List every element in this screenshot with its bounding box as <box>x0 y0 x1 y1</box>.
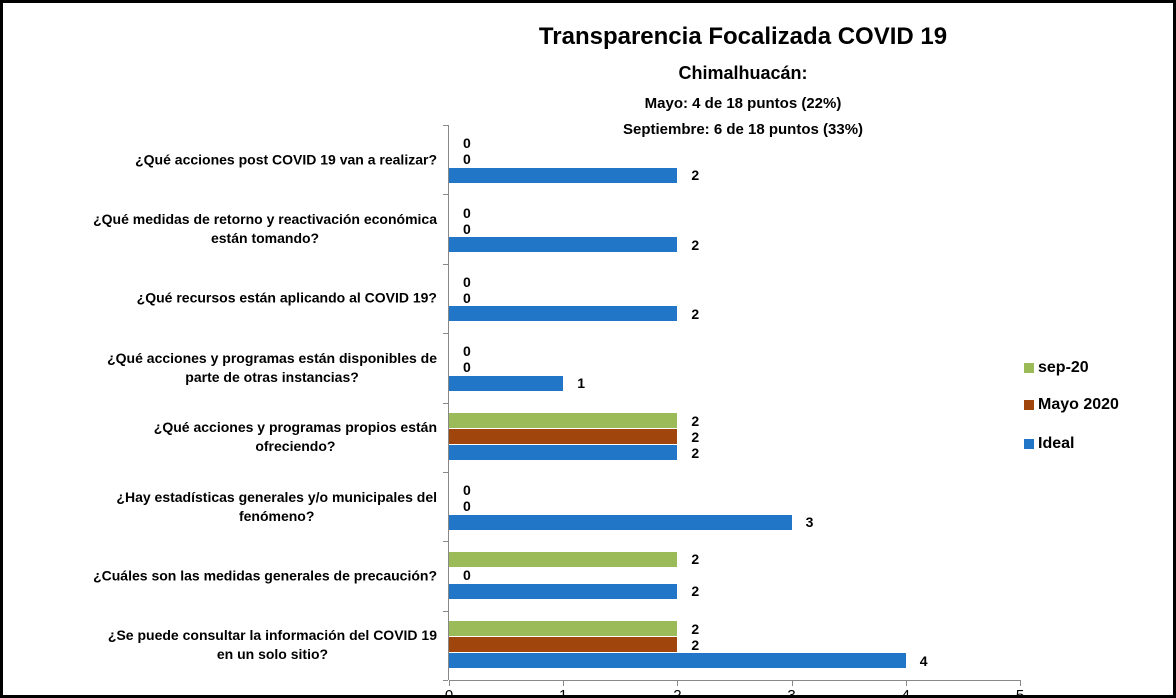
category-label: ¿Hay estadísticas generales y/o municipa… <box>116 488 437 524</box>
data-label: 0 <box>463 220 471 237</box>
legend-swatch <box>1024 363 1034 373</box>
y-tick-mark <box>443 263 448 265</box>
bar <box>449 445 678 461</box>
data-label: 0 <box>463 289 471 306</box>
bar <box>449 237 678 253</box>
x-tick-label: 2 <box>673 687 682 698</box>
data-label: 0 <box>463 343 471 360</box>
x-tick-mark <box>563 680 565 686</box>
data-label: 4 <box>919 652 928 669</box>
x-tick-label: 3 <box>787 687 796 698</box>
data-label: 3 <box>805 514 814 531</box>
data-label: 2 <box>691 444 700 461</box>
y-tick-mark <box>443 333 448 335</box>
bar <box>449 429 678 445</box>
y-tick-mark <box>443 471 448 473</box>
x-tick-mark <box>905 680 907 686</box>
bar <box>449 637 678 653</box>
x-tick-mark <box>449 680 450 686</box>
x-tick-mark <box>677 680 679 686</box>
legend-label: Ideal <box>1038 435 1075 452</box>
data-label: 2 <box>691 583 700 600</box>
data-label: 2 <box>691 305 700 322</box>
bar <box>449 514 792 530</box>
data-label: 0 <box>463 567 471 584</box>
x-axis <box>449 680 1020 681</box>
data-label: 0 <box>463 359 471 376</box>
legend-swatch <box>1024 400 1034 410</box>
chart-title: Transparencia Focalizada COVID 19 <box>538 23 948 50</box>
legend-swatch <box>1024 439 1034 449</box>
bar <box>449 375 564 391</box>
x-tick-label: 0 <box>444 687 454 698</box>
data-label: 2 <box>691 236 700 253</box>
annotation: Mayo: 4 de 18 puntos (22%) <box>644 95 842 112</box>
x-tick-label: 1 <box>559 687 568 698</box>
category-label: ¿Qué acciones post COVID 19 van a realiz… <box>135 151 437 168</box>
x-tick-mark <box>1020 680 1021 686</box>
category-label: ¿Qué acciones y programas están disponib… <box>107 349 437 385</box>
bar <box>449 583 678 599</box>
bar <box>449 551 678 567</box>
bar <box>449 413 678 429</box>
x-tick-mark <box>791 680 793 686</box>
data-label: 2 <box>691 620 700 637</box>
data-label: 0 <box>463 482 471 499</box>
category-label: ¿Se puede consultar la información del C… <box>107 627 437 663</box>
data-label: 0 <box>463 498 471 515</box>
bar <box>449 653 906 669</box>
bar <box>449 621 678 637</box>
data-label: 2 <box>691 636 700 653</box>
y-tick-mark <box>443 125 448 126</box>
data-label: 0 <box>463 151 471 168</box>
data-label: 0 <box>463 273 471 290</box>
y-axis <box>448 125 449 680</box>
category-label: ¿Qué acciones y programas propios están … <box>153 419 437 455</box>
data-label: 2 <box>691 428 700 445</box>
category-label: ¿Qué recursos están aplicando al COVID 1… <box>136 289 437 306</box>
legend-label: sep-20 <box>1038 359 1089 376</box>
category-label: ¿Cuáles son las medidas generales de pre… <box>93 567 437 584</box>
data-label: 0 <box>463 204 471 221</box>
y-tick-mark <box>443 610 448 612</box>
y-tick-mark <box>443 680 448 681</box>
data-label: 0 <box>463 135 471 152</box>
data-label: 2 <box>691 551 700 568</box>
bar <box>449 167 678 183</box>
chart-subtitle: Chimalhuacán: <box>678 63 808 83</box>
data-label: 2 <box>691 167 700 184</box>
x-tick-label: 5 <box>1015 687 1025 698</box>
y-tick-mark <box>443 541 448 543</box>
annotation: Septiembre: 6 de 18 puntos (33%) <box>622 121 864 138</box>
y-tick-mark <box>443 194 448 196</box>
x-tick-label: 4 <box>901 687 910 698</box>
y-tick-mark <box>443 402 448 404</box>
category-label: ¿Qué medidas de retorno y reactivación e… <box>93 211 437 247</box>
legend-label: Mayo 2020 <box>1038 396 1119 413</box>
data-label: 1 <box>577 375 585 392</box>
data-label: 2 <box>691 412 700 429</box>
bar <box>449 306 678 322</box>
